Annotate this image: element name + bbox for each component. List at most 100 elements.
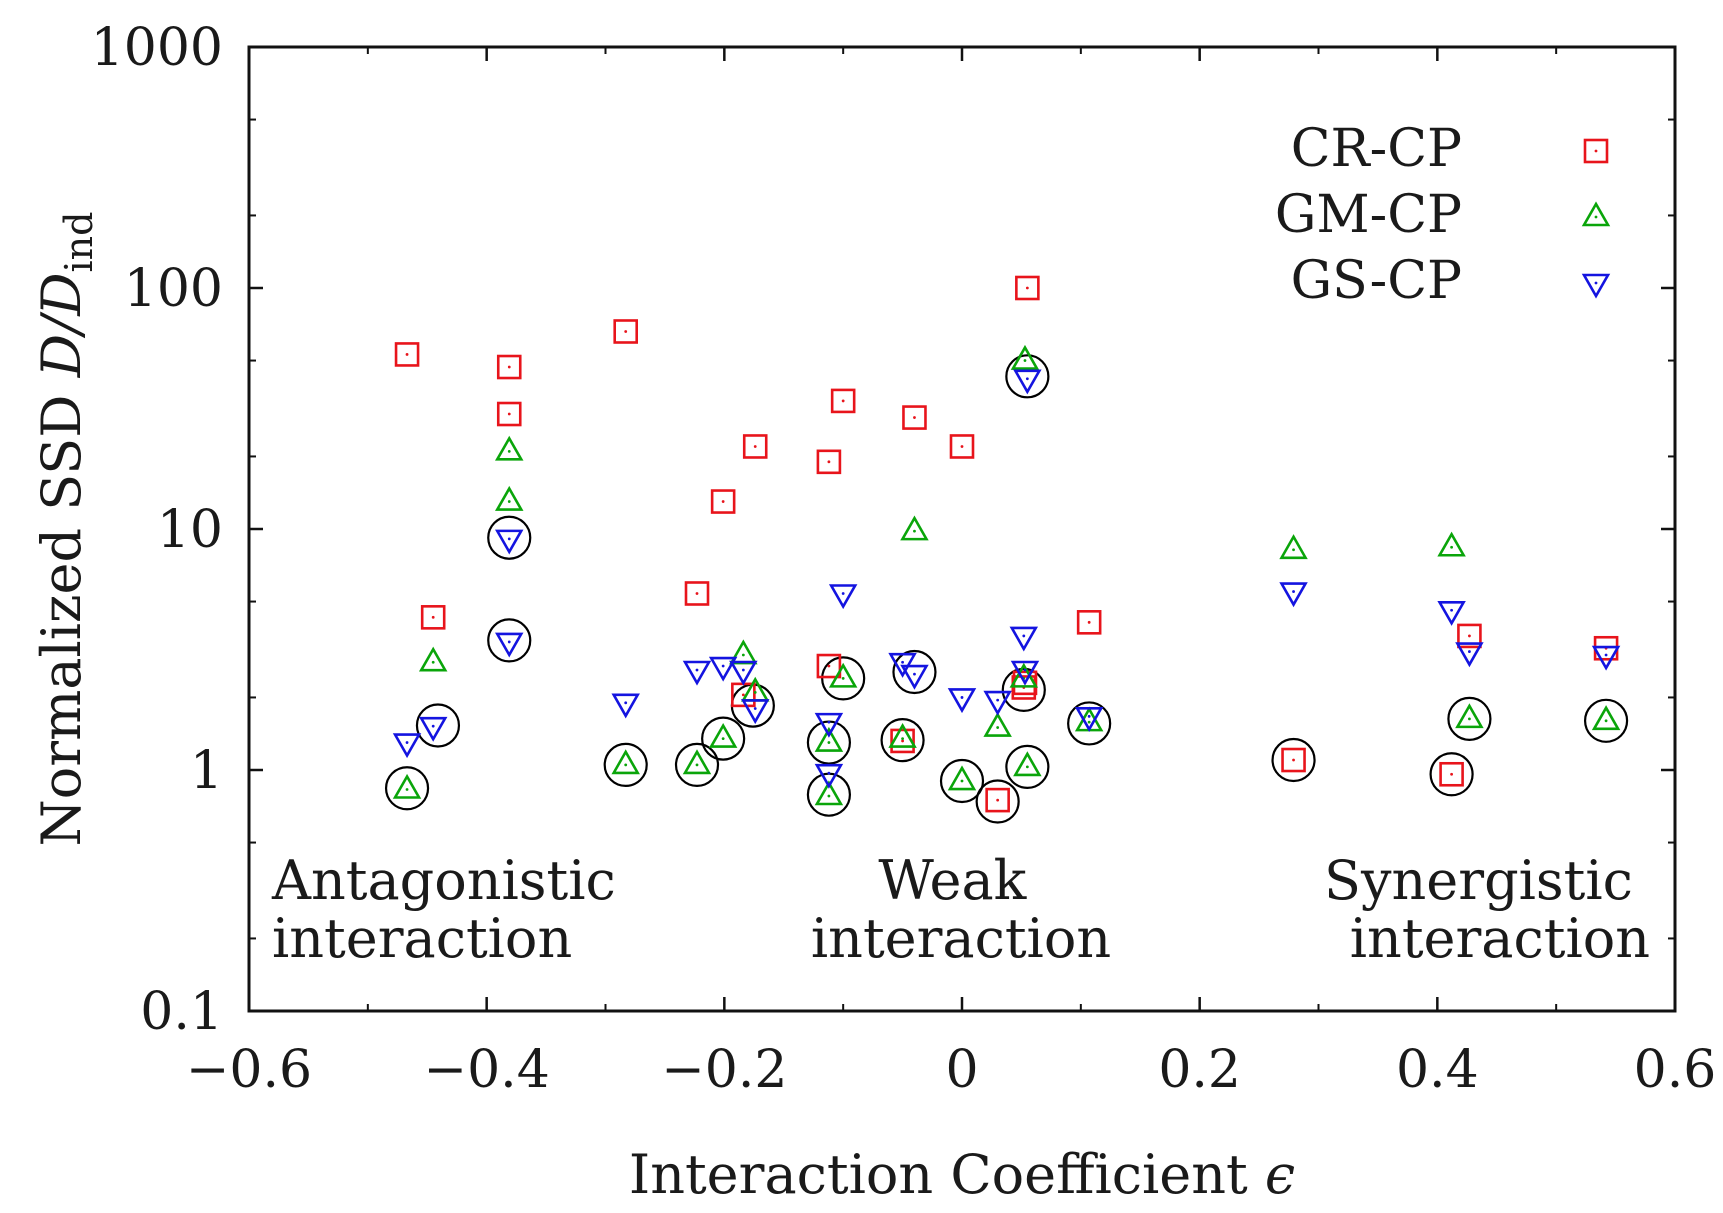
data-point-gs-cp xyxy=(1010,660,1040,686)
data-point-cr-cp xyxy=(890,728,915,754)
data-point-cr-cp-center-dot xyxy=(624,330,628,333)
highlight-circle xyxy=(1583,698,1629,743)
data-point-cr-cp-center-dot xyxy=(1025,286,1029,290)
data-point-gm-cp xyxy=(708,722,738,748)
data-point-gs-cp xyxy=(1591,645,1621,671)
data-point-gm-cp-center-dot xyxy=(1604,719,1608,723)
data-point-cr-cp xyxy=(496,354,522,380)
data-point-gs-cp-center-dot xyxy=(1292,590,1295,593)
data-point-cr-cp xyxy=(816,449,842,475)
highlight-circle xyxy=(603,742,648,787)
data-point-gs-cp-center-dot xyxy=(741,668,745,672)
highlight-circle xyxy=(1271,737,1316,783)
data-point-gs-cp-center-dot xyxy=(695,668,699,672)
data-point-gm-cp-center-dot xyxy=(913,529,916,533)
data-point-cr-cp-center-dot xyxy=(827,460,831,464)
data-point-gm-cp-center-dot xyxy=(827,741,831,744)
data-point-cr-cp xyxy=(1281,747,1306,773)
y-tick-label: 0.1 xyxy=(140,982,223,1042)
data-point-gs-cp-center-dot xyxy=(405,741,409,744)
data-point-cr-cp-center-dot xyxy=(721,500,725,503)
legend-marker-cr-cp-center-dot xyxy=(1594,149,1598,153)
data-point-gm-cp xyxy=(392,773,422,799)
data-point-cr-cp xyxy=(613,319,639,344)
data-point-cr-cp-center-dot xyxy=(1087,620,1091,624)
highlight-circle xyxy=(1005,354,1050,399)
highlight-circle xyxy=(1429,752,1474,797)
data-point-gm-cp xyxy=(611,749,640,775)
data-point-gs-cp-center-dot xyxy=(1023,668,1027,672)
data-point-cr-cp-center-dot xyxy=(753,445,757,448)
data-point-gm-cp-center-dot xyxy=(827,794,831,798)
data-point-gs-cp-center-dot xyxy=(960,696,964,699)
data-point-gm-cp-center-dot xyxy=(1468,717,1471,721)
data-point-cr-cp xyxy=(496,401,522,427)
data-point-gm-cp xyxy=(900,515,929,541)
x-tick-label: 0 xyxy=(945,1040,978,1100)
highlight-circle xyxy=(1005,744,1050,790)
data-point-gm-cp xyxy=(814,726,844,752)
data-point-gs-cp-center-dot xyxy=(624,701,628,705)
x-tick-label: −0.4 xyxy=(424,1040,550,1100)
data-point-gm-cp xyxy=(1010,344,1040,370)
data-point-cr-cp xyxy=(902,405,927,430)
highlight-circle xyxy=(1447,696,1492,741)
data-point-gm-cp-center-dot xyxy=(1025,765,1029,769)
data-point-cr-cp xyxy=(1015,275,1040,301)
data-point-cr-cp xyxy=(830,388,856,414)
legend-marker-cr-cp xyxy=(1583,138,1609,164)
data-point-gs-cp-center-dot xyxy=(507,640,511,644)
data-point-gm-cp xyxy=(495,485,524,511)
data-point-gs-cp-center-dot xyxy=(1604,653,1608,657)
highlight-circle xyxy=(674,742,720,787)
data-point-cr-cp xyxy=(684,581,710,606)
y-axis-label: Normalized SSD D/Dind xyxy=(30,212,101,847)
data-point-gs-cp xyxy=(611,693,640,719)
legend-marker-gs-cp xyxy=(1581,273,1611,299)
data-point-gs-cp xyxy=(947,688,977,714)
data-point-cr-cp-center-dot xyxy=(741,693,745,697)
legend-label-cr-cp: CR-CP xyxy=(1291,119,1462,179)
data-point-gm-cp-center-dot xyxy=(721,737,725,740)
data-point-gs-cp-center-dot xyxy=(431,724,435,728)
highlight-circle xyxy=(487,618,532,663)
region-labels: Antagonistic interaction Weak interactio… xyxy=(271,849,1650,970)
plot-frame xyxy=(247,45,1677,1013)
data-point-gs-cp-center-dot xyxy=(1450,608,1453,612)
data-point-cr-cp xyxy=(742,434,768,459)
data-point-cr-cp xyxy=(1439,761,1464,787)
y-tick-label: 10 xyxy=(157,500,223,560)
data-point-gm-cp xyxy=(1279,534,1308,560)
highlight-circle xyxy=(1001,667,1046,712)
data-point-gs-cp xyxy=(708,656,738,682)
data-point-gs-cp-center-dot xyxy=(996,698,1000,702)
data-point-gm-cp-center-dot xyxy=(960,779,964,783)
data-point-gs-cp-center-dot xyxy=(507,537,511,541)
data-point-gs-cp xyxy=(1009,626,1039,652)
highlight-circle xyxy=(701,716,746,761)
data-point-gm-cp xyxy=(888,722,917,748)
data-point-gs-cp xyxy=(1437,600,1466,626)
x-tick-label: 0.4 xyxy=(1396,1040,1479,1100)
data-point-cr-cp-center-dot xyxy=(827,664,831,668)
data-point-gm-cp xyxy=(983,711,1012,737)
y-tick-label: 1000 xyxy=(91,18,223,78)
data-point-gm-cp-center-dot xyxy=(1450,545,1453,549)
data-point-gm-cp xyxy=(1437,531,1466,557)
tick-labels: −0.6 −0.4 −0.2 0 0.2 0.4 0.6 0.1 1 10 100 1000 xyxy=(91,18,1717,1100)
highlight-circle xyxy=(821,656,866,701)
x-tick-label: 0.6 xyxy=(1634,1040,1717,1100)
highlight-circles xyxy=(384,354,1629,824)
data-point-gm-cp xyxy=(1591,705,1621,731)
data-point-gm-cp-center-dot xyxy=(507,500,511,503)
highlight-circle xyxy=(415,703,461,748)
data-point-gm-cp xyxy=(947,765,977,791)
data-point-gm-cp-center-dot xyxy=(753,690,757,694)
data-point-gs-cp xyxy=(418,716,448,742)
highlight-circle xyxy=(975,779,1020,824)
data-point-gs-cp-center-dot xyxy=(901,660,904,664)
data-point-gs-cp-center-dot xyxy=(1468,650,1471,653)
data-point-gs-cp-center-dot xyxy=(827,771,831,775)
y-tick-label: 100 xyxy=(124,259,223,319)
